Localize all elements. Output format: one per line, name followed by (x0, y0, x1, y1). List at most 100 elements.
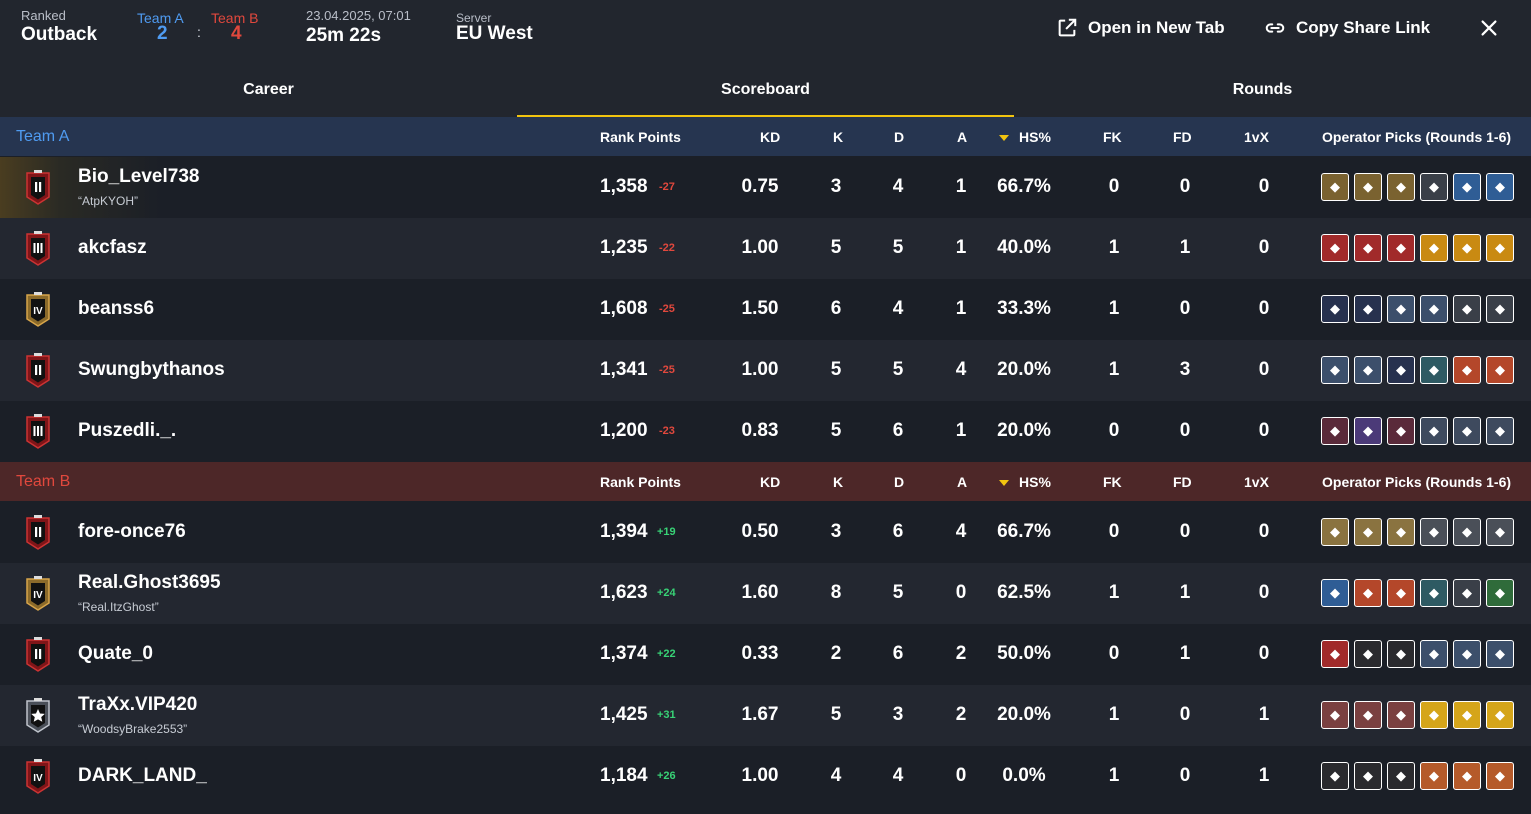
operator-navy-icon[interactable]: ◆ (1387, 356, 1415, 384)
copy-share-link-button[interactable]: Copy Share Link (1264, 17, 1430, 39)
close-button[interactable] (1478, 17, 1500, 39)
operator-orange-icon[interactable]: ◆ (1453, 356, 1481, 384)
operator-yellow-icon[interactable]: ◆ (1420, 701, 1448, 729)
column-header-k[interactable]: K (833, 129, 844, 145)
column-header-a[interactable]: A (957, 474, 968, 490)
column-header-fd[interactable]: FD (1173, 129, 1192, 145)
operator-navy-icon[interactable]: ◆ (1354, 295, 1382, 323)
operator-steel-icon[interactable]: ◆ (1387, 295, 1415, 323)
operator-yellow-icon[interactable]: ◆ (1486, 701, 1514, 729)
column-header-d[interactable]: D (894, 474, 905, 490)
column-header-fk[interactable]: FK (1103, 474, 1122, 490)
player-row[interactable]: Swungbythanos 1,341 -25 1.00 5 5 4 20.0% 1 3 0 ◆ ◆ ◆ ◆… (0, 340, 1531, 401)
operator-maroon-icon[interactable]: ◆ (1321, 417, 1349, 445)
operator-grey-icon[interactable]: ◆ (1453, 518, 1481, 546)
operator-dark-icon[interactable]: ◆ (1354, 640, 1382, 668)
player-row[interactable]: IV Real.Ghost3695 “Real.ItzGhost” 1,623 +24 1… (0, 563, 1531, 624)
operator-red-icon[interactable]: ◆ (1354, 234, 1382, 262)
player-name[interactable]: TraXx.VIP420 (78, 694, 198, 715)
operator-blue-icon[interactable]: ◆ (1453, 173, 1481, 201)
operator-orange-icon[interactable]: ◆ (1453, 234, 1481, 262)
operator-orange-icon[interactable]: ◆ (1486, 356, 1514, 384)
operator-slate-icon[interactable]: ◆ (1420, 417, 1448, 445)
player-name[interactable]: fore-once76 (78, 521, 186, 542)
column-header-a[interactable]: A (957, 129, 968, 145)
operator-rose-icon[interactable]: ◆ (1354, 701, 1382, 729)
column-header-k[interactable]: K (833, 474, 844, 490)
operator-purple-icon[interactable]: ◆ (1354, 417, 1382, 445)
operator-grey-icon[interactable]: ◆ (1453, 295, 1481, 323)
operator-steel-icon[interactable]: ◆ (1321, 356, 1349, 384)
operator-steel-icon[interactable]: ◆ (1486, 640, 1514, 668)
operator-brick-icon[interactable]: ◆ (1453, 762, 1481, 790)
operator-tan-icon[interactable]: ◆ (1354, 518, 1382, 546)
player-name[interactable]: Quate_0 (78, 643, 153, 664)
column-header-hs[interactable]: HS% (1019, 474, 1051, 490)
operator-dark-icon[interactable]: ◆ (1387, 640, 1415, 668)
column-header-kd[interactable]: KD (760, 474, 781, 490)
player-name[interactable]: akcfasz (78, 237, 147, 258)
operator-maroon-icon[interactable]: ◆ (1387, 417, 1415, 445)
player-row[interactable]: IV DARK_LAND_ 1,184 +26 1.00 4 4 0 0.0% 1 0 1 ◆ ◆ ◆ ◆ ◆ ◆ (0, 746, 1531, 807)
operator-blue-icon[interactable]: ◆ (1486, 173, 1514, 201)
operator-blue-icon[interactable]: ◆ (1321, 579, 1349, 607)
column-header-kd[interactable]: KD (760, 129, 781, 145)
operator-grey-icon[interactable]: ◆ (1486, 518, 1514, 546)
column-header-fd[interactable]: FD (1173, 474, 1192, 490)
player-row[interactable]: Bio_Level738 “AtpKYOH” 1,358 -27 0.75 3 4 1 66.7… (0, 157, 1531, 218)
operator-gold-icon[interactable]: ◆ (1354, 173, 1382, 201)
operator-grey-icon[interactable]: ◆ (1420, 173, 1448, 201)
operator-dark-icon[interactable]: ◆ (1321, 762, 1349, 790)
tab-rounds[interactable]: Rounds (1232, 81, 1293, 98)
operator-orange-icon[interactable]: ◆ (1420, 234, 1448, 262)
open-new-tab-button[interactable]: Open in New Tab (1056, 17, 1225, 39)
operator-steel-icon[interactable]: ◆ (1420, 295, 1448, 323)
operator-rose-icon[interactable]: ◆ (1387, 701, 1415, 729)
operator-steel-icon[interactable]: ◆ (1420, 640, 1448, 668)
operator-steel-icon[interactable]: ◆ (1354, 356, 1382, 384)
operator-gold-icon[interactable]: ◆ (1321, 173, 1349, 201)
tab-career[interactable]: Career (243, 81, 294, 98)
operator-slate-icon[interactable]: ◆ (1453, 417, 1481, 445)
player-row[interactable]: fore-once76 1,394 +19 0.50 3 6 4 66.7% 0 0 0 ◆ ◆ ◆ ◆ ◆ ◆ (0, 502, 1531, 563)
player-row[interactable]: TraXx.VIP420 “WoodsyBrake2553” 1,425 +31 1.6… (0, 685, 1531, 746)
player-name[interactable]: Real.Ghost3695 (78, 572, 221, 593)
operator-red-icon[interactable]: ◆ (1321, 640, 1349, 668)
operator-orange-icon[interactable]: ◆ (1354, 579, 1382, 607)
sort-desc-icon[interactable] (999, 135, 1009, 141)
operator-brick-icon[interactable]: ◆ (1486, 762, 1514, 790)
player-name[interactable]: Puszedli._. (78, 420, 177, 441)
player-row[interactable]: Quate_0 1,374 +22 0.33 2 6 2 50.0% 0 1 0 ◆ ◆ ◆ ◆ ◆ ◆ (0, 624, 1531, 685)
operator-brick-icon[interactable]: ◆ (1420, 762, 1448, 790)
player-row[interactable]: Puszedli._. 1,200 -23 0.83 5 6 1 20.0% 0 0 0 ◆ ◆ ◆ ◆ ◆ ◆ (0, 401, 1531, 462)
player-name[interactable]: Bio_Level738 (78, 166, 200, 187)
column-header-fk[interactable]: FK (1103, 129, 1122, 145)
operator-grey-icon[interactable]: ◆ (1486, 295, 1514, 323)
column-header-hs[interactable]: HS% (1019, 129, 1051, 145)
operator-tan-icon[interactable]: ◆ (1387, 518, 1415, 546)
sort-desc-icon[interactable] (999, 480, 1009, 486)
column-header-onevx[interactable]: 1vX (1244, 474, 1269, 490)
player-row[interactable]: IV beanss6 1,608 -25 1.50 6 4 1 33.3% 1 0 0 ◆ ◆ ◆ ◆ ◆ ◆ (0, 279, 1531, 340)
column-header-rank-points[interactable]: Rank Points (600, 129, 681, 145)
column-header-d[interactable]: D (894, 129, 905, 145)
tab-scoreboard[interactable]: Scoreboard (517, 62, 1014, 118)
player-name[interactable]: DARK_LAND_ (78, 765, 207, 786)
operator-gold-icon[interactable]: ◆ (1387, 173, 1415, 201)
player-row[interactable]: akcfasz 1,235 -22 1.00 5 5 1 40.0% 1 1 0 ◆ ◆ ◆ ◆ ◆ ◆ (0, 218, 1531, 279)
operator-navy-icon[interactable]: ◆ (1321, 295, 1349, 323)
column-header-rank-points[interactable]: Rank Points (600, 474, 681, 490)
operator-teal-icon[interactable]: ◆ (1420, 356, 1448, 384)
operator-dark-icon[interactable]: ◆ (1387, 762, 1415, 790)
operator-teal-icon[interactable]: ◆ (1420, 579, 1448, 607)
operator-rose-icon[interactable]: ◆ (1321, 701, 1349, 729)
operator-tan-icon[interactable]: ◆ (1321, 518, 1349, 546)
operator-slate-icon[interactable]: ◆ (1486, 417, 1514, 445)
operator-red-icon[interactable]: ◆ (1387, 234, 1415, 262)
operator-orange-icon[interactable]: ◆ (1486, 234, 1514, 262)
operator-green-icon[interactable]: ◆ (1486, 579, 1514, 607)
operator-dark-icon[interactable]: ◆ (1354, 762, 1382, 790)
player-name[interactable]: beanss6 (78, 298, 155, 319)
player-name[interactable]: Swungbythanos (78, 359, 225, 380)
column-header-onevx[interactable]: 1vX (1244, 129, 1269, 145)
